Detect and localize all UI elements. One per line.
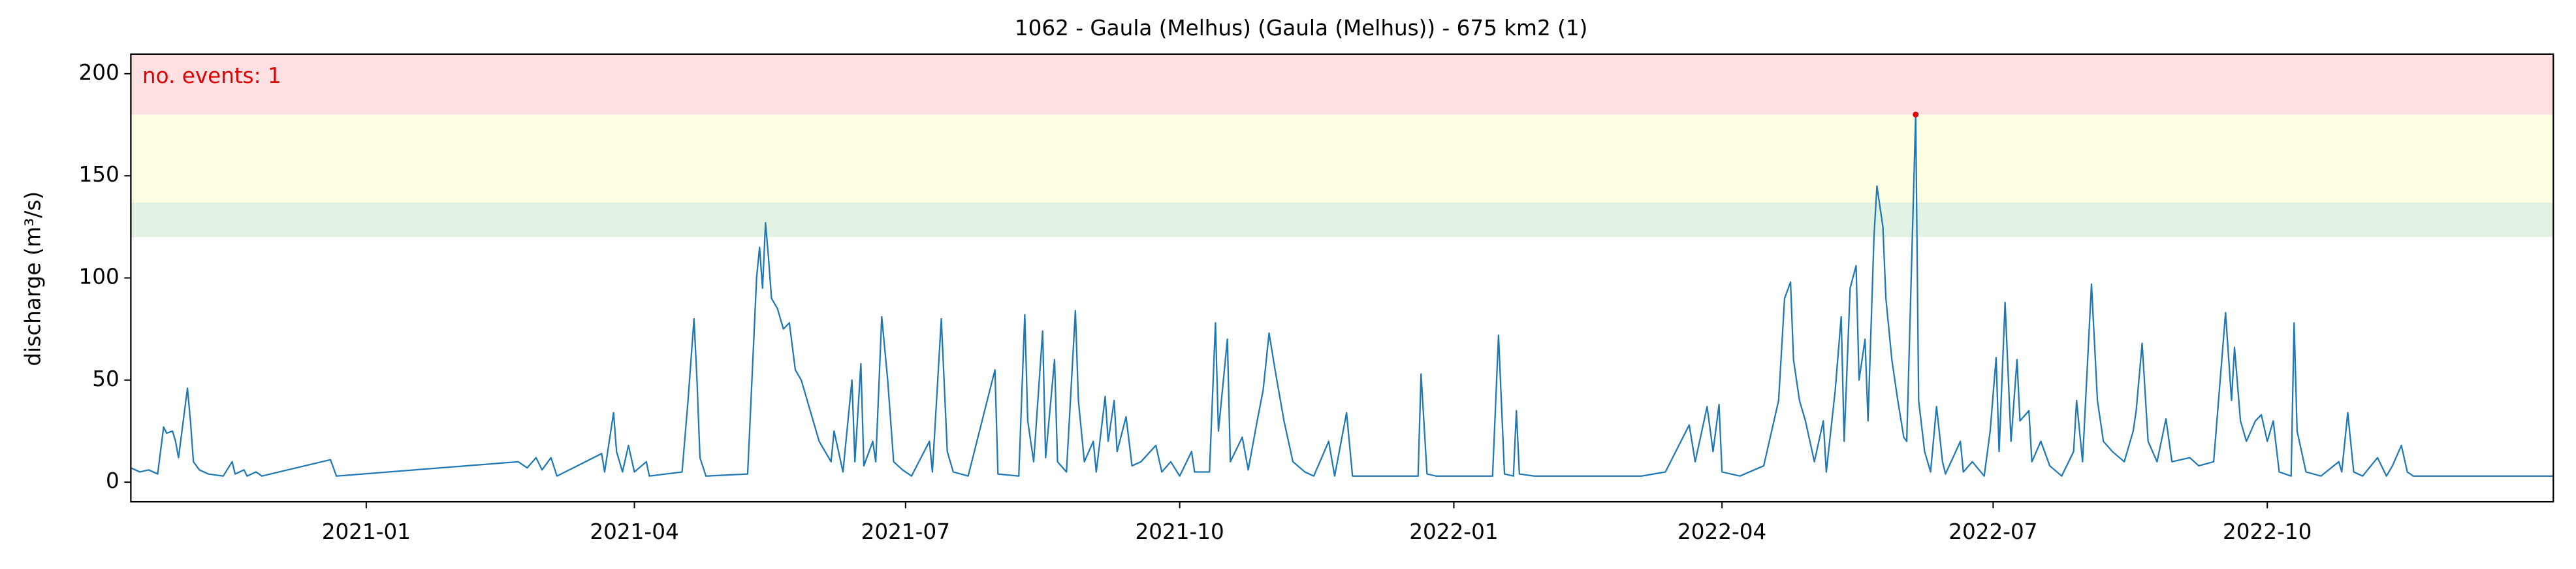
plot-frame: [130, 53, 2554, 503]
threshold-band: [131, 202, 2554, 237]
threshold-band: [131, 114, 2554, 203]
y-tick-label: 100: [79, 264, 119, 289]
threshold-band: [131, 54, 2554, 115]
x-tick-label: 2021-01: [322, 519, 411, 544]
x-tick-label: 2022-01: [1409, 519, 1498, 544]
y-tick-label: 150: [79, 162, 119, 187]
x-tick-label: 2022-04: [1678, 519, 1766, 544]
discharge-line: [130, 114, 2554, 477]
chart-title: 1062 - Gaula (Melhus) (Gaula (Melhus)) -…: [1015, 16, 1587, 41]
y-tick-label: 0: [106, 468, 119, 493]
x-tick-label: 2021-10: [1135, 519, 1224, 544]
x-tick-label: 2021-07: [861, 519, 950, 544]
x-tick-label: 2022-10: [2223, 519, 2312, 544]
event-count: no. events: 1: [142, 63, 281, 88]
x-tick-label: 2022-07: [1948, 519, 2037, 544]
y-tick-label: 50: [92, 366, 119, 391]
y-axis-label: discharge (m³/s): [20, 191, 45, 366]
x-tick-label: 2021-04: [590, 519, 678, 544]
event-marker: [1913, 111, 1919, 118]
y-tick-label: 200: [79, 60, 119, 85]
